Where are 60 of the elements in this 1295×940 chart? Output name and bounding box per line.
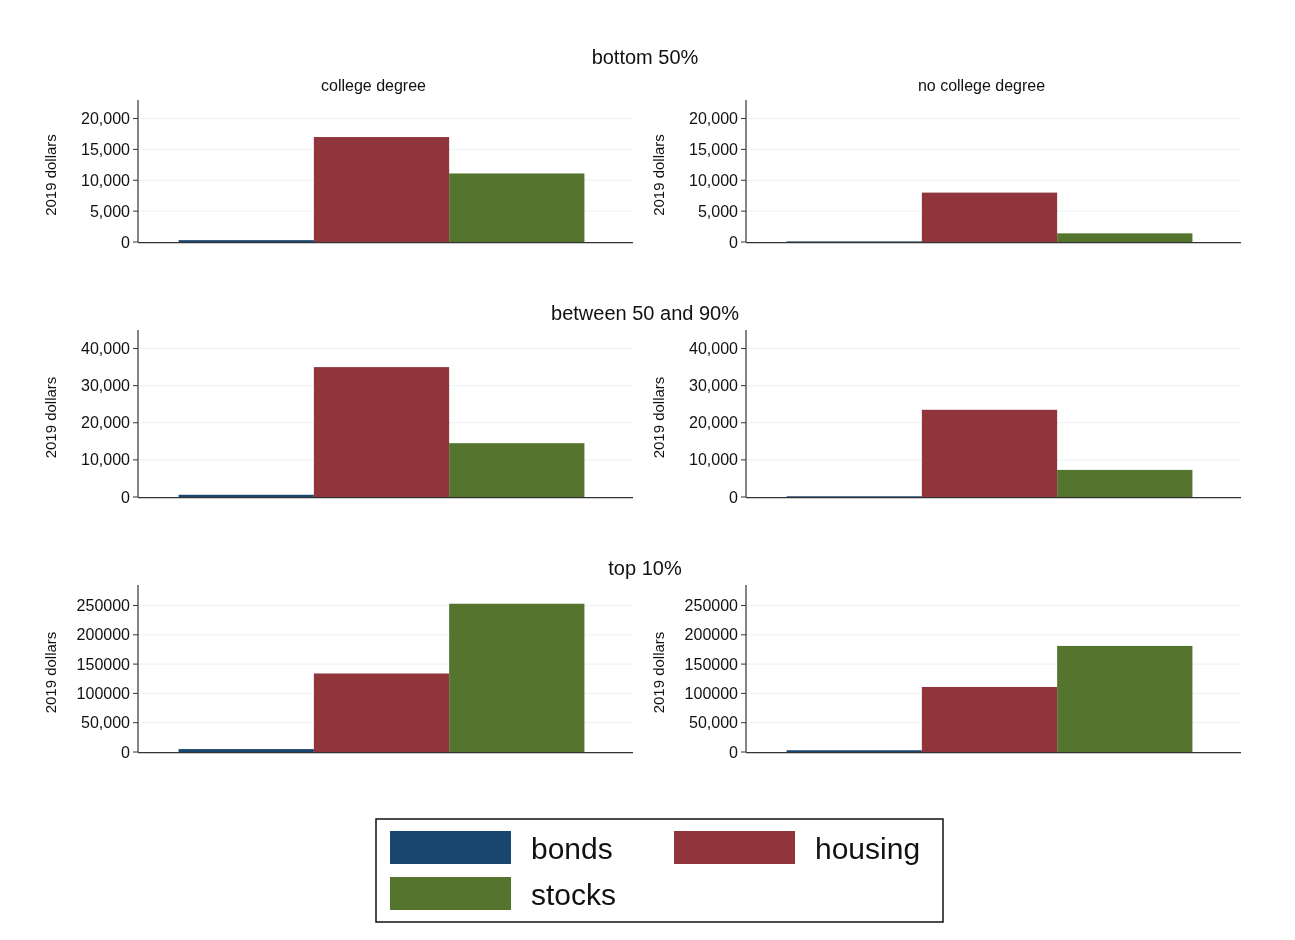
bar bbox=[313, 673, 450, 752]
y-tick-label: 10,000 bbox=[689, 171, 739, 189]
bar bbox=[178, 494, 314, 497]
y-tick-label: 0 bbox=[729, 743, 739, 761]
y-tick-label: 0 bbox=[121, 488, 131, 506]
bar bbox=[313, 137, 450, 242]
bar bbox=[449, 173, 585, 242]
bar bbox=[449, 443, 585, 497]
y-tick-label: 5,000 bbox=[89, 202, 131, 220]
bar bbox=[1057, 233, 1193, 242]
y-tick-label: 100000 bbox=[76, 685, 131, 702]
y-tick-label: 150000 bbox=[684, 655, 739, 673]
y-tick-label: 50,000 bbox=[81, 714, 131, 732]
y-tick-label: 50,000 bbox=[689, 714, 739, 732]
bar bbox=[313, 367, 450, 497]
y-tick-label: 250000 bbox=[684, 597, 739, 615]
y-tick-label: 0 bbox=[729, 488, 739, 506]
chart-title: top 10% bbox=[608, 557, 682, 579]
bar bbox=[921, 686, 1058, 752]
bar bbox=[1057, 469, 1193, 497]
y-tick-label: 20,000 bbox=[81, 110, 131, 128]
y-tick-label: 0 bbox=[729, 233, 739, 251]
y-axis-title: 2019 dollars bbox=[650, 376, 667, 459]
y-tick-label: 0 bbox=[121, 743, 131, 761]
bar bbox=[178, 749, 314, 752]
y-tick-label: 20,000 bbox=[689, 110, 739, 128]
chart-subtitle: college degree bbox=[321, 77, 427, 94]
chart-title: between 50 and 90% bbox=[551, 302, 740, 324]
y-axis-title: 2019 dollars bbox=[42, 631, 59, 714]
y-tick-label: 200000 bbox=[76, 626, 131, 644]
y-tick-label: 15,000 bbox=[689, 140, 739, 158]
y-tick-label: 40,000 bbox=[689, 340, 739, 358]
y-tick-label: 10,000 bbox=[81, 451, 131, 469]
y-tick-label: 10,000 bbox=[689, 451, 739, 469]
y-tick-label: 100000 bbox=[684, 685, 739, 702]
y-axis-title: 2019 dollars bbox=[42, 134, 59, 216]
y-axis-title: 2019 dollars bbox=[650, 631, 667, 714]
y-tick-label: 250000 bbox=[76, 597, 131, 615]
y-tick-label: 30,000 bbox=[689, 377, 739, 395]
y-tick-label: 5,000 bbox=[697, 202, 739, 220]
y-tick-label: 15,000 bbox=[81, 140, 131, 158]
chart-title: bottom 50% bbox=[591, 46, 699, 68]
bar bbox=[449, 603, 585, 752]
y-tick-label: 30,000 bbox=[81, 377, 131, 395]
y-tick-label: 20,000 bbox=[81, 414, 131, 432]
y-tick-label: 20,000 bbox=[689, 414, 739, 432]
legend-label: stocks bbox=[531, 877, 617, 911]
y-tick-label: 10,000 bbox=[81, 171, 131, 189]
legend-label: housing bbox=[815, 831, 921, 865]
y-tick-label: 200000 bbox=[684, 626, 739, 644]
bar bbox=[1057, 645, 1193, 752]
bar bbox=[921, 192, 1058, 242]
legend-label: bonds bbox=[531, 831, 613, 865]
y-axis-title: 2019 dollars bbox=[650, 134, 667, 216]
y-tick-label: 150000 bbox=[76, 655, 131, 673]
y-tick-label: 0 bbox=[121, 233, 131, 251]
y-axis-title: 2019 dollars bbox=[42, 376, 59, 459]
chart-subtitle: no college degree bbox=[917, 77, 1046, 94]
y-tick-label: 40,000 bbox=[81, 340, 131, 358]
bar bbox=[921, 409, 1058, 497]
